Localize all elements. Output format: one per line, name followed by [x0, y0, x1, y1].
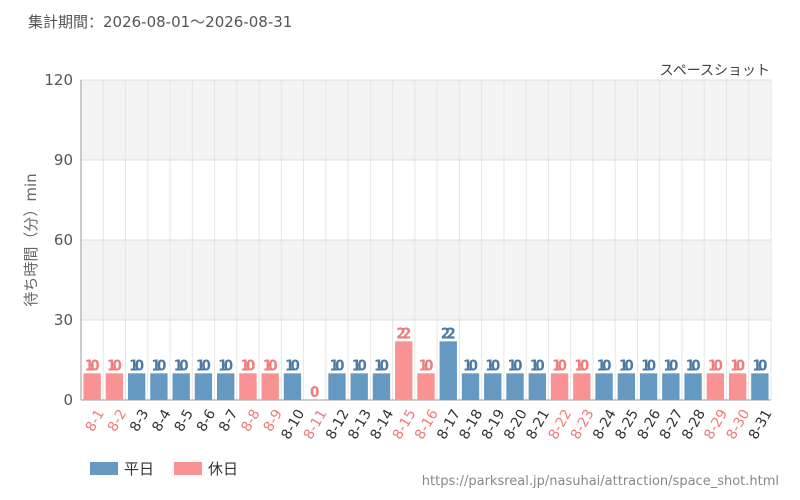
bar [372, 373, 391, 400]
y-axis-label: 待ち時間（分）min [22, 173, 40, 306]
x-tick-label: 8-31 [746, 407, 776, 443]
bar [150, 373, 168, 400]
data-label: 22 [441, 324, 456, 342]
holiday-swatch [174, 462, 203, 475]
data-label: 10 [129, 356, 144, 374]
legend-holiday-label: 休日 [208, 460, 239, 478]
legend-weekday: 平日 [90, 458, 154, 479]
bar [506, 373, 524, 400]
bar [439, 341, 457, 400]
data-label: 10 [352, 356, 367, 374]
legend-weekday-label: 平日 [124, 460, 155, 478]
data-label: 10 [240, 356, 255, 374]
data-label: 10 [508, 356, 523, 374]
bar [328, 373, 346, 400]
bar [461, 373, 480, 400]
data-label: 10 [619, 356, 634, 374]
chart-title: スペースショット [660, 63, 770, 79]
x-tick-label: 8-4 [149, 407, 174, 435]
bar [751, 373, 769, 400]
period-label: 集計期間：2026-08-01～2026-08-31 [28, 13, 293, 31]
bar [684, 373, 702, 400]
weekday-swatch [90, 462, 118, 475]
source-url: https://parksreal.jp/nasuhai/attraction/… [421, 474, 779, 489]
x-tick-label: 8-2 [105, 407, 130, 435]
data-label: 10 [263, 356, 278, 374]
bar [261, 373, 279, 400]
data-label: 10 [597, 356, 612, 374]
bar [127, 373, 146, 400]
bar-series [83, 341, 769, 400]
bar [350, 373, 368, 400]
data-label: 10 [663, 356, 678, 374]
data-label: 10 [708, 356, 723, 374]
bar [239, 373, 257, 400]
bar [662, 373, 680, 400]
bar [639, 373, 658, 400]
bar [172, 373, 190, 400]
data-label: 22 [396, 324, 411, 342]
legend: 平日 休日 [90, 458, 238, 479]
x-tick-label: 8-3 [127, 407, 152, 435]
bar [194, 373, 213, 400]
bar [706, 373, 725, 400]
data-label: 10 [107, 356, 122, 374]
bar [573, 373, 591, 400]
bar [395, 341, 413, 400]
bar [484, 373, 502, 400]
data-label: 0 [310, 383, 319, 401]
bar [595, 373, 613, 400]
x-tick-label: 8-8 [238, 407, 263, 435]
data-label: 10 [218, 356, 233, 374]
plot-band [81, 160, 771, 240]
data-label: 10 [196, 356, 211, 374]
bar [105, 373, 124, 400]
data-label: 10 [85, 356, 100, 374]
x-tick-labels: 8-18-28-38-48-58-68-78-88-98-108-118-128… [83, 407, 776, 443]
bar [83, 373, 101, 400]
data-label: 10 [752, 356, 767, 374]
data-label: 10 [374, 356, 389, 374]
bar [617, 373, 636, 400]
data-label: 10 [686, 356, 701, 374]
bar [417, 373, 435, 400]
bar [550, 373, 569, 400]
bar [216, 373, 235, 400]
data-labels: 10 10 10 10 10 10 10 10 10 10 0 10 10 10 22 10 22 10 10 10 1… [85, 324, 768, 401]
y-tick-label: 30 [54, 311, 73, 329]
y-tick-labels: 0 30 60 90 120 [44, 71, 73, 409]
y-tick-label: 0 [63, 391, 73, 409]
bar [728, 373, 747, 400]
x-tick-label: 8-5 [172, 407, 197, 435]
plot-band [81, 240, 771, 320]
y-tick-label: 60 [54, 231, 73, 249]
y-tick-label: 90 [54, 151, 73, 169]
grid-lines [80, 79, 772, 401]
data-label: 10 [730, 356, 745, 374]
data-label: 10 [552, 356, 567, 374]
y-tick-label: 120 [44, 71, 73, 89]
data-label: 10 [485, 356, 500, 374]
data-label: 10 [463, 356, 478, 374]
x-tick-label: 8-1 [83, 407, 108, 435]
data-label: 10 [285, 356, 300, 374]
data-label: 10 [574, 356, 589, 374]
data-label: 10 [174, 356, 189, 374]
x-tick-label: 8-7 [216, 407, 241, 435]
data-label: 10 [151, 356, 166, 374]
data-label: 10 [641, 356, 656, 374]
bar [283, 373, 302, 400]
data-label: 10 [419, 356, 434, 374]
data-label: 10 [329, 356, 344, 374]
x-tick-label: 8-6 [194, 407, 219, 435]
data-label: 10 [530, 356, 545, 374]
legend-holiday: 休日 [174, 458, 238, 479]
plot-band [81, 80, 771, 160]
bar [528, 373, 546, 400]
